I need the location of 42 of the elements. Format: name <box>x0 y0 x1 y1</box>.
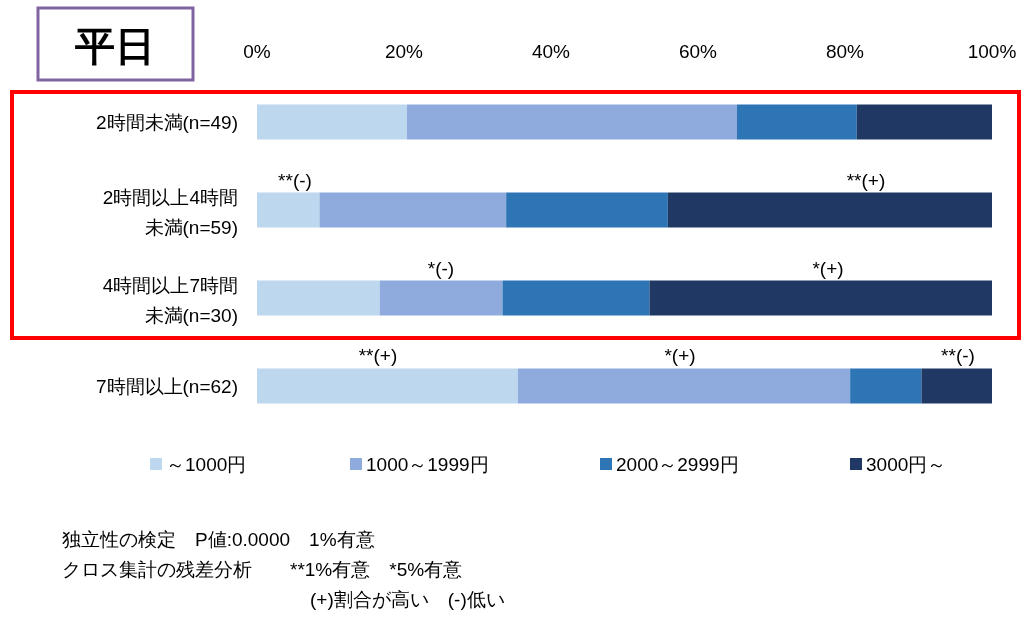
bar <box>406 104 737 140</box>
bar <box>921 368 992 404</box>
bar <box>850 368 922 404</box>
annotation: *(+) <box>664 345 696 366</box>
title: 平日 <box>36 6 195 82</box>
xtick: 20% <box>385 41 423 62</box>
bar <box>667 192 992 228</box>
bar <box>257 280 380 316</box>
ytick: 2時間以上4時間未満(n=59) <box>102 187 238 238</box>
bar <box>257 192 320 228</box>
note: 独立性の検定 P値:0.0000 1%有意 <box>62 529 375 550</box>
annotation: *(+) <box>812 258 844 279</box>
annotation: **(-) <box>278 170 312 191</box>
legend-label: 2000～2999円 <box>616 454 739 475</box>
bar <box>736 104 857 140</box>
xtick: 0% <box>243 41 271 62</box>
legend-label: 1000～1999円 <box>366 454 489 475</box>
annotation: **(+) <box>846 170 886 191</box>
bar <box>319 192 507 228</box>
annotation: *(-) <box>427 258 455 279</box>
xtick: 80% <box>826 41 864 62</box>
bar <box>257 104 407 140</box>
annotation: **(+) <box>358 345 398 366</box>
xtick: 40% <box>532 41 570 62</box>
legend-label: 3000円～ <box>866 454 947 475</box>
legend-label: ～1000円 <box>166 454 247 475</box>
chart-title: 平日 <box>74 24 155 68</box>
bar <box>856 104 992 140</box>
bar <box>517 368 851 404</box>
note: クロス集計の残差分析 **1%有意 *5%有意 <box>62 559 463 580</box>
xtick: 100% <box>967 41 1017 62</box>
bar <box>506 192 668 228</box>
xtick: 60% <box>679 41 717 62</box>
bar <box>257 368 518 404</box>
ytick: 4時間以上7時間未満(n=30) <box>102 275 238 326</box>
bar <box>379 280 503 316</box>
bar <box>649 280 992 316</box>
note: (+)割合が高い (-)低い <box>310 589 505 610</box>
annotation: **(-) <box>941 345 975 366</box>
ytick: 7時間以上(n=62) <box>95 376 238 397</box>
bar <box>502 280 650 316</box>
ytick: 2時間未満(n=49) <box>95 112 238 133</box>
